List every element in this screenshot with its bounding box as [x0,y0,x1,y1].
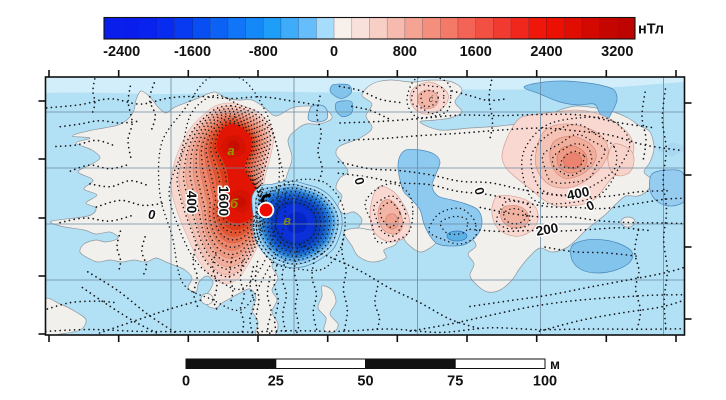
svg-text:1600: 1600 [216,186,231,216]
svg-text:100: 100 [533,374,557,390]
svg-text:400: 400 [566,184,591,203]
svg-text:0: 0 [330,44,338,60]
svg-text:1600: 1600 [460,44,492,60]
svg-text:нТл: нТл [638,22,664,38]
svg-text:в: в [283,213,291,228]
svg-text:-2400: -2400 [103,44,140,60]
svg-text:0: 0 [182,374,190,390]
svg-text:75: 75 [447,374,463,390]
svg-text:200: 200 [535,220,560,239]
svg-text:25: 25 [268,374,284,390]
svg-text:б: б [230,196,239,211]
svg-text:ć: ć [429,94,434,104]
svg-text:3200: 3200 [601,44,633,60]
svg-text:-1600: -1600 [174,44,211,60]
svg-text:2400: 2400 [530,44,562,60]
svg-text:а: а [227,143,234,158]
svg-text:-800: -800 [249,44,278,60]
svg-text:800: 800 [393,44,417,60]
svg-text:м: м [550,357,560,372]
svg-text:50: 50 [357,374,373,390]
svg-text:400: 400 [184,191,199,214]
